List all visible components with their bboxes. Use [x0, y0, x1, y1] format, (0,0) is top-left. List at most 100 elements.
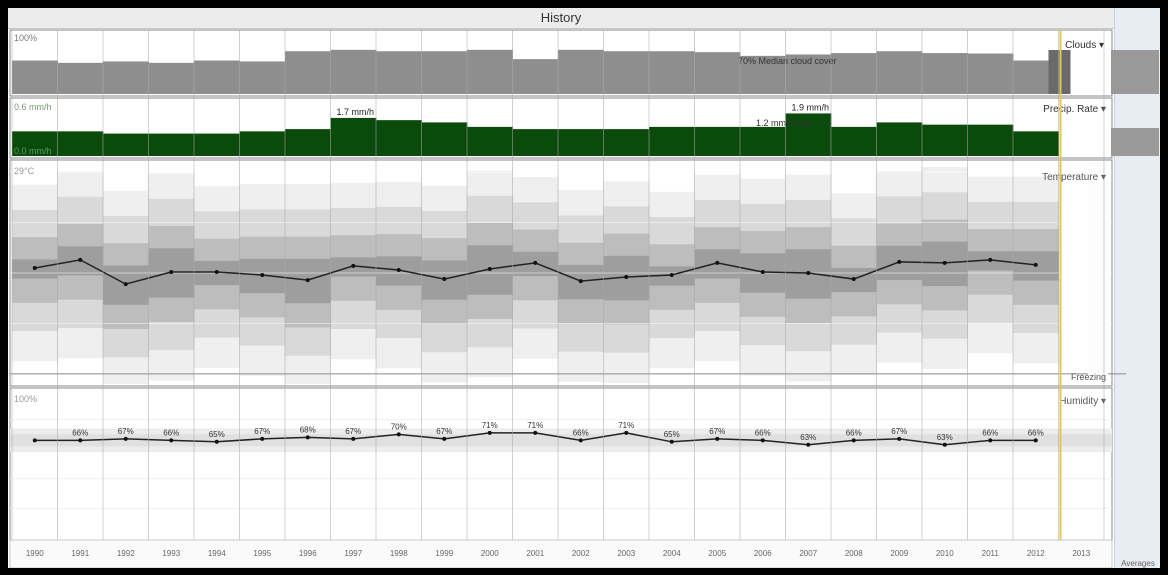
humidity-point: [214, 439, 219, 444]
cloud-bar: [831, 53, 877, 94]
humidity-point: [578, 438, 583, 443]
precip-bar: [421, 122, 468, 156]
humidity-data-label: 66%: [755, 428, 771, 437]
cloud-bar: [467, 49, 513, 94]
cloud-bar: [785, 54, 832, 94]
precip-average-label: 1.2 mm/h Avg: [756, 118, 811, 128]
humidity-point: [942, 442, 947, 447]
precip-bar: [239, 131, 286, 156]
precip-bar: [922, 124, 968, 156]
freezing-label: Freezing: [1071, 372, 1106, 382]
humidity-point: [260, 436, 265, 441]
humidity-point: [624, 430, 629, 435]
cloud-bar: [740, 55, 786, 94]
year-tick-label: 1992: [117, 549, 135, 558]
year-tick-label: 1994: [208, 549, 226, 558]
humidity-point: [1033, 438, 1038, 443]
humidity-data-label: 67%: [709, 427, 725, 436]
temperature-point: [669, 273, 674, 278]
temperature-point: [760, 269, 765, 274]
humidity-point: [669, 439, 674, 444]
humidity-point: [533, 430, 538, 435]
year-tick-label: 2008: [845, 549, 863, 558]
year-tick-label: 2004: [663, 549, 681, 558]
humidity-data-label: 66%: [982, 428, 998, 437]
precip-peak-label: 1.7 mm/h: [336, 107, 374, 117]
cloud-bar: [148, 62, 195, 94]
humidity-point: [487, 430, 492, 435]
cloud-bar: [922, 53, 968, 94]
humidity-data-label: 67%: [118, 427, 134, 436]
precip-bar: [467, 126, 513, 156]
cloud-bar: [239, 61, 286, 94]
year-tick-label: 1993: [162, 549, 180, 558]
year-tick-label: 2013: [1072, 549, 1090, 558]
year-tick-label: 2012: [1027, 549, 1045, 558]
year-tick-label: 2003: [617, 549, 635, 558]
humidity-data-label: 66%: [573, 428, 589, 437]
cloud-bar: [649, 51, 695, 94]
humidity-data-label: 67%: [345, 427, 361, 436]
precip-bar: [1013, 131, 1059, 156]
history-window: History 100% 70% Median cloud cover Clouds…: [8, 8, 1160, 568]
temperature-point: [351, 263, 356, 268]
temperature-point: [305, 278, 310, 283]
temperature-point: [624, 275, 629, 280]
precip-axis-bottom-label: 0.0 mm/h: [14, 146, 52, 156]
precip-bar: [831, 126, 877, 156]
precip-bar: [194, 133, 240, 156]
cloud-bar: [103, 61, 149, 94]
year-tick-label: 2007: [799, 549, 817, 558]
humidity-data-label: 66%: [163, 428, 179, 437]
precip-bar: [376, 120, 422, 156]
humidity-data-label: 70%: [391, 422, 407, 431]
humidity-point: [715, 436, 720, 441]
year-tick-label: 2011: [982, 549, 1000, 558]
cloud-bar: [57, 62, 104, 94]
temperature-point: [442, 277, 447, 282]
humidity-data-label: 65%: [209, 430, 225, 439]
cloud-bar: [694, 52, 741, 94]
cloud-bar: [967, 53, 1014, 94]
year-tick-label: 1995: [253, 549, 271, 558]
history-chart: 100% 70% Median cloud cover Clouds ▾ 0.6 mm…: [9, 29, 1159, 568]
year-tick-label: 1991: [71, 549, 89, 558]
cloud-bar: [603, 51, 650, 94]
humidity-data-label: 71%: [527, 421, 543, 430]
year-tick-label: 2010: [936, 549, 954, 558]
precip-bar: [603, 129, 650, 156]
humidity-point: [169, 438, 174, 443]
temperature-point: [487, 266, 492, 271]
temperature-axis-label: 29°C: [14, 166, 35, 176]
humidity-point: [305, 435, 310, 440]
year-tick-label: 1998: [390, 549, 408, 558]
humidity-axis-label: 100%: [14, 394, 37, 404]
temperature-point: [123, 282, 128, 287]
temperature-point: [715, 260, 720, 265]
year-tick-label: 1996: [299, 549, 317, 558]
temperature-point: [851, 277, 856, 282]
humidity-point: [851, 438, 856, 443]
precip-bar: [57, 131, 104, 156]
cloud-bar: [194, 60, 240, 94]
humidity-data-label: 65%: [664, 430, 680, 439]
humidity-panel: [9, 387, 1113, 541]
humidity-data-label: 66%: [72, 428, 88, 437]
precip-bar: [740, 126, 786, 156]
year-axis: [9, 539, 1113, 568]
humidity-data-label: 66%: [846, 428, 862, 437]
precip-bar: [649, 126, 695, 156]
humidity-point: [897, 436, 902, 441]
cloud-bar: [558, 49, 604, 94]
humidity-data-label: 67%: [254, 427, 270, 436]
humidity-band: [10, 434, 1112, 447]
temperature-point: [806, 271, 811, 275]
temperature-point: [942, 260, 947, 265]
precip-bar: [967, 124, 1014, 156]
temperature-point: [169, 269, 174, 274]
humidity-point: [351, 436, 356, 441]
humidity-point: [396, 432, 401, 437]
temperature-point: [396, 267, 401, 272]
year-tick-label: 1997: [344, 549, 362, 558]
